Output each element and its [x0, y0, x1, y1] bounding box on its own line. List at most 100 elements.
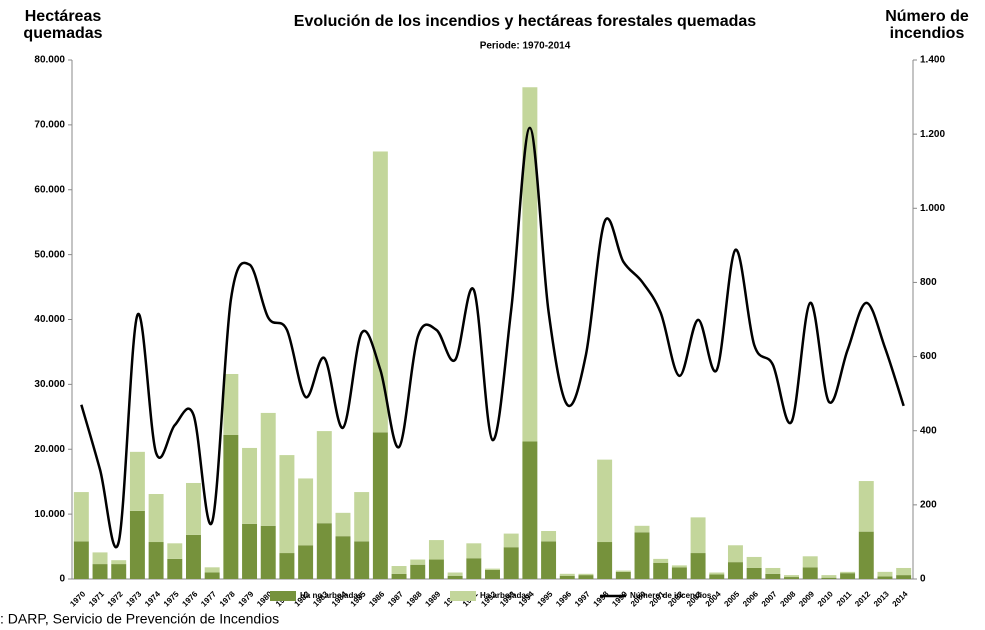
x-tick-label: 2014: [891, 589, 910, 608]
bar-segment: [840, 571, 856, 574]
x-tick-label: 2013: [872, 589, 891, 608]
bar-segment: [73, 541, 89, 579]
x-tick-label: 1996: [554, 589, 573, 608]
bar-segment: [727, 545, 743, 563]
bar-segment: [578, 575, 594, 579]
bar-segment: [634, 532, 650, 579]
x-tick-label: 1974: [143, 589, 162, 608]
bar-segment: [316, 431, 332, 524]
bar-segment: [428, 559, 444, 579]
bar-segment: [896, 567, 912, 576]
bar-segment: [559, 575, 575, 579]
bar-segment: [765, 573, 781, 579]
bar-segment: [784, 577, 799, 579]
y-tick-label: 40.000: [34, 314, 65, 325]
bar-segment: [653, 562, 669, 579]
x-tick-label: 2007: [760, 589, 779, 608]
bar-segment: [541, 541, 557, 579]
bar-segment: [746, 556, 762, 568]
bar-segment: [840, 573, 856, 579]
y2-tick-label: 800: [920, 277, 937, 288]
bar-segment: [522, 441, 538, 579]
y2-tick-label: 200: [920, 499, 937, 510]
bar-segment: [466, 558, 482, 579]
legend-label: Número de incendios: [630, 591, 712, 600]
x-tick-label: 1998: [592, 589, 611, 608]
bar-segment: [709, 572, 725, 575]
bar-segment: [242, 447, 258, 524]
bar-segment: [391, 566, 407, 574]
bar-segment: [372, 151, 388, 433]
x-tick-label: 2008: [778, 589, 797, 608]
x-tick-label: 2010: [816, 589, 835, 608]
x-tick-label: 1977: [199, 589, 218, 608]
y-tick-label: 50.000: [34, 249, 65, 260]
bar-segment: [522, 87, 538, 442]
bar-segment: [765, 567, 781, 574]
x-tick-label: 2009: [797, 589, 816, 608]
chart-subtitle: Periode: 1970-2014: [480, 41, 571, 52]
bar-segment: [111, 564, 127, 579]
x-tick-label: 1972: [106, 589, 125, 608]
bar-segment: [223, 373, 239, 435]
bar-segment: [503, 533, 519, 548]
bar-segment: [92, 564, 108, 579]
y-tick-label: 20.000: [34, 444, 65, 455]
x-tick-label: 2006: [741, 589, 760, 608]
x-tick-label: 1976: [180, 589, 199, 608]
bar-segment: [802, 567, 818, 579]
x-tick-label: 1978: [218, 589, 237, 608]
bar-segment: [653, 558, 669, 563]
bar-segment: [690, 553, 706, 579]
bar-segment: [428, 540, 444, 560]
bar-segment: [129, 510, 145, 579]
x-tick-label: 1995: [536, 589, 555, 608]
bar-segment: [372, 432, 388, 579]
bar-segment: [784, 575, 799, 578]
y-tick-label: 70.000: [34, 120, 65, 131]
bar-segment: [316, 523, 332, 579]
x-tick-label: 1975: [162, 589, 181, 608]
legend-label: Ha no arboladas: [300, 591, 363, 600]
bar-segment: [186, 482, 201, 535]
bar-segment: [92, 552, 108, 565]
bar-segment: [279, 455, 295, 554]
x-tick-label: 1971: [87, 589, 106, 608]
bar-segment: [167, 543, 183, 559]
bar-segment: [615, 570, 631, 572]
source-note: : DARP, Servicio de Prevención de Incend…: [0, 611, 279, 627]
bar-segment: [335, 512, 351, 537]
bar-segment: [260, 525, 276, 579]
y-tick-label: 10.000: [34, 509, 65, 520]
bar-segment: [260, 412, 276, 526]
y2-axis-title: Número de incendios: [885, 8, 969, 42]
bar-segment: [298, 545, 314, 579]
bar-segment: [821, 577, 837, 579]
bar-segment: [746, 567, 762, 579]
bar-segment: [242, 523, 258, 579]
bar-segment: [541, 530, 557, 542]
bar-segment: [485, 568, 500, 570]
y-tick-label: 0: [59, 574, 65, 585]
bar-segment: [690, 517, 706, 554]
bar-segment: [709, 574, 725, 579]
bar-segment: [559, 573, 575, 576]
x-tick-label: 1986: [367, 589, 386, 608]
bar-segment: [503, 547, 519, 579]
bar-segment: [821, 575, 837, 578]
bar-segment: [186, 534, 201, 579]
bar-segment: [111, 560, 127, 565]
y2-tick-label: 1.000: [920, 203, 945, 214]
chart-title: Evolución de los incendios y hectáreas f…: [294, 13, 756, 30]
bar-segment: [279, 553, 295, 579]
bar-segment: [410, 559, 426, 565]
bar-segment: [858, 531, 874, 579]
bar-segment: [597, 459, 613, 543]
x-tick-label: 2005: [722, 589, 741, 608]
bar-segment: [410, 564, 426, 579]
bar-segment: [129, 451, 145, 511]
bar-segment: [204, 567, 220, 573]
y-tick-label: 80.000: [34, 55, 65, 66]
